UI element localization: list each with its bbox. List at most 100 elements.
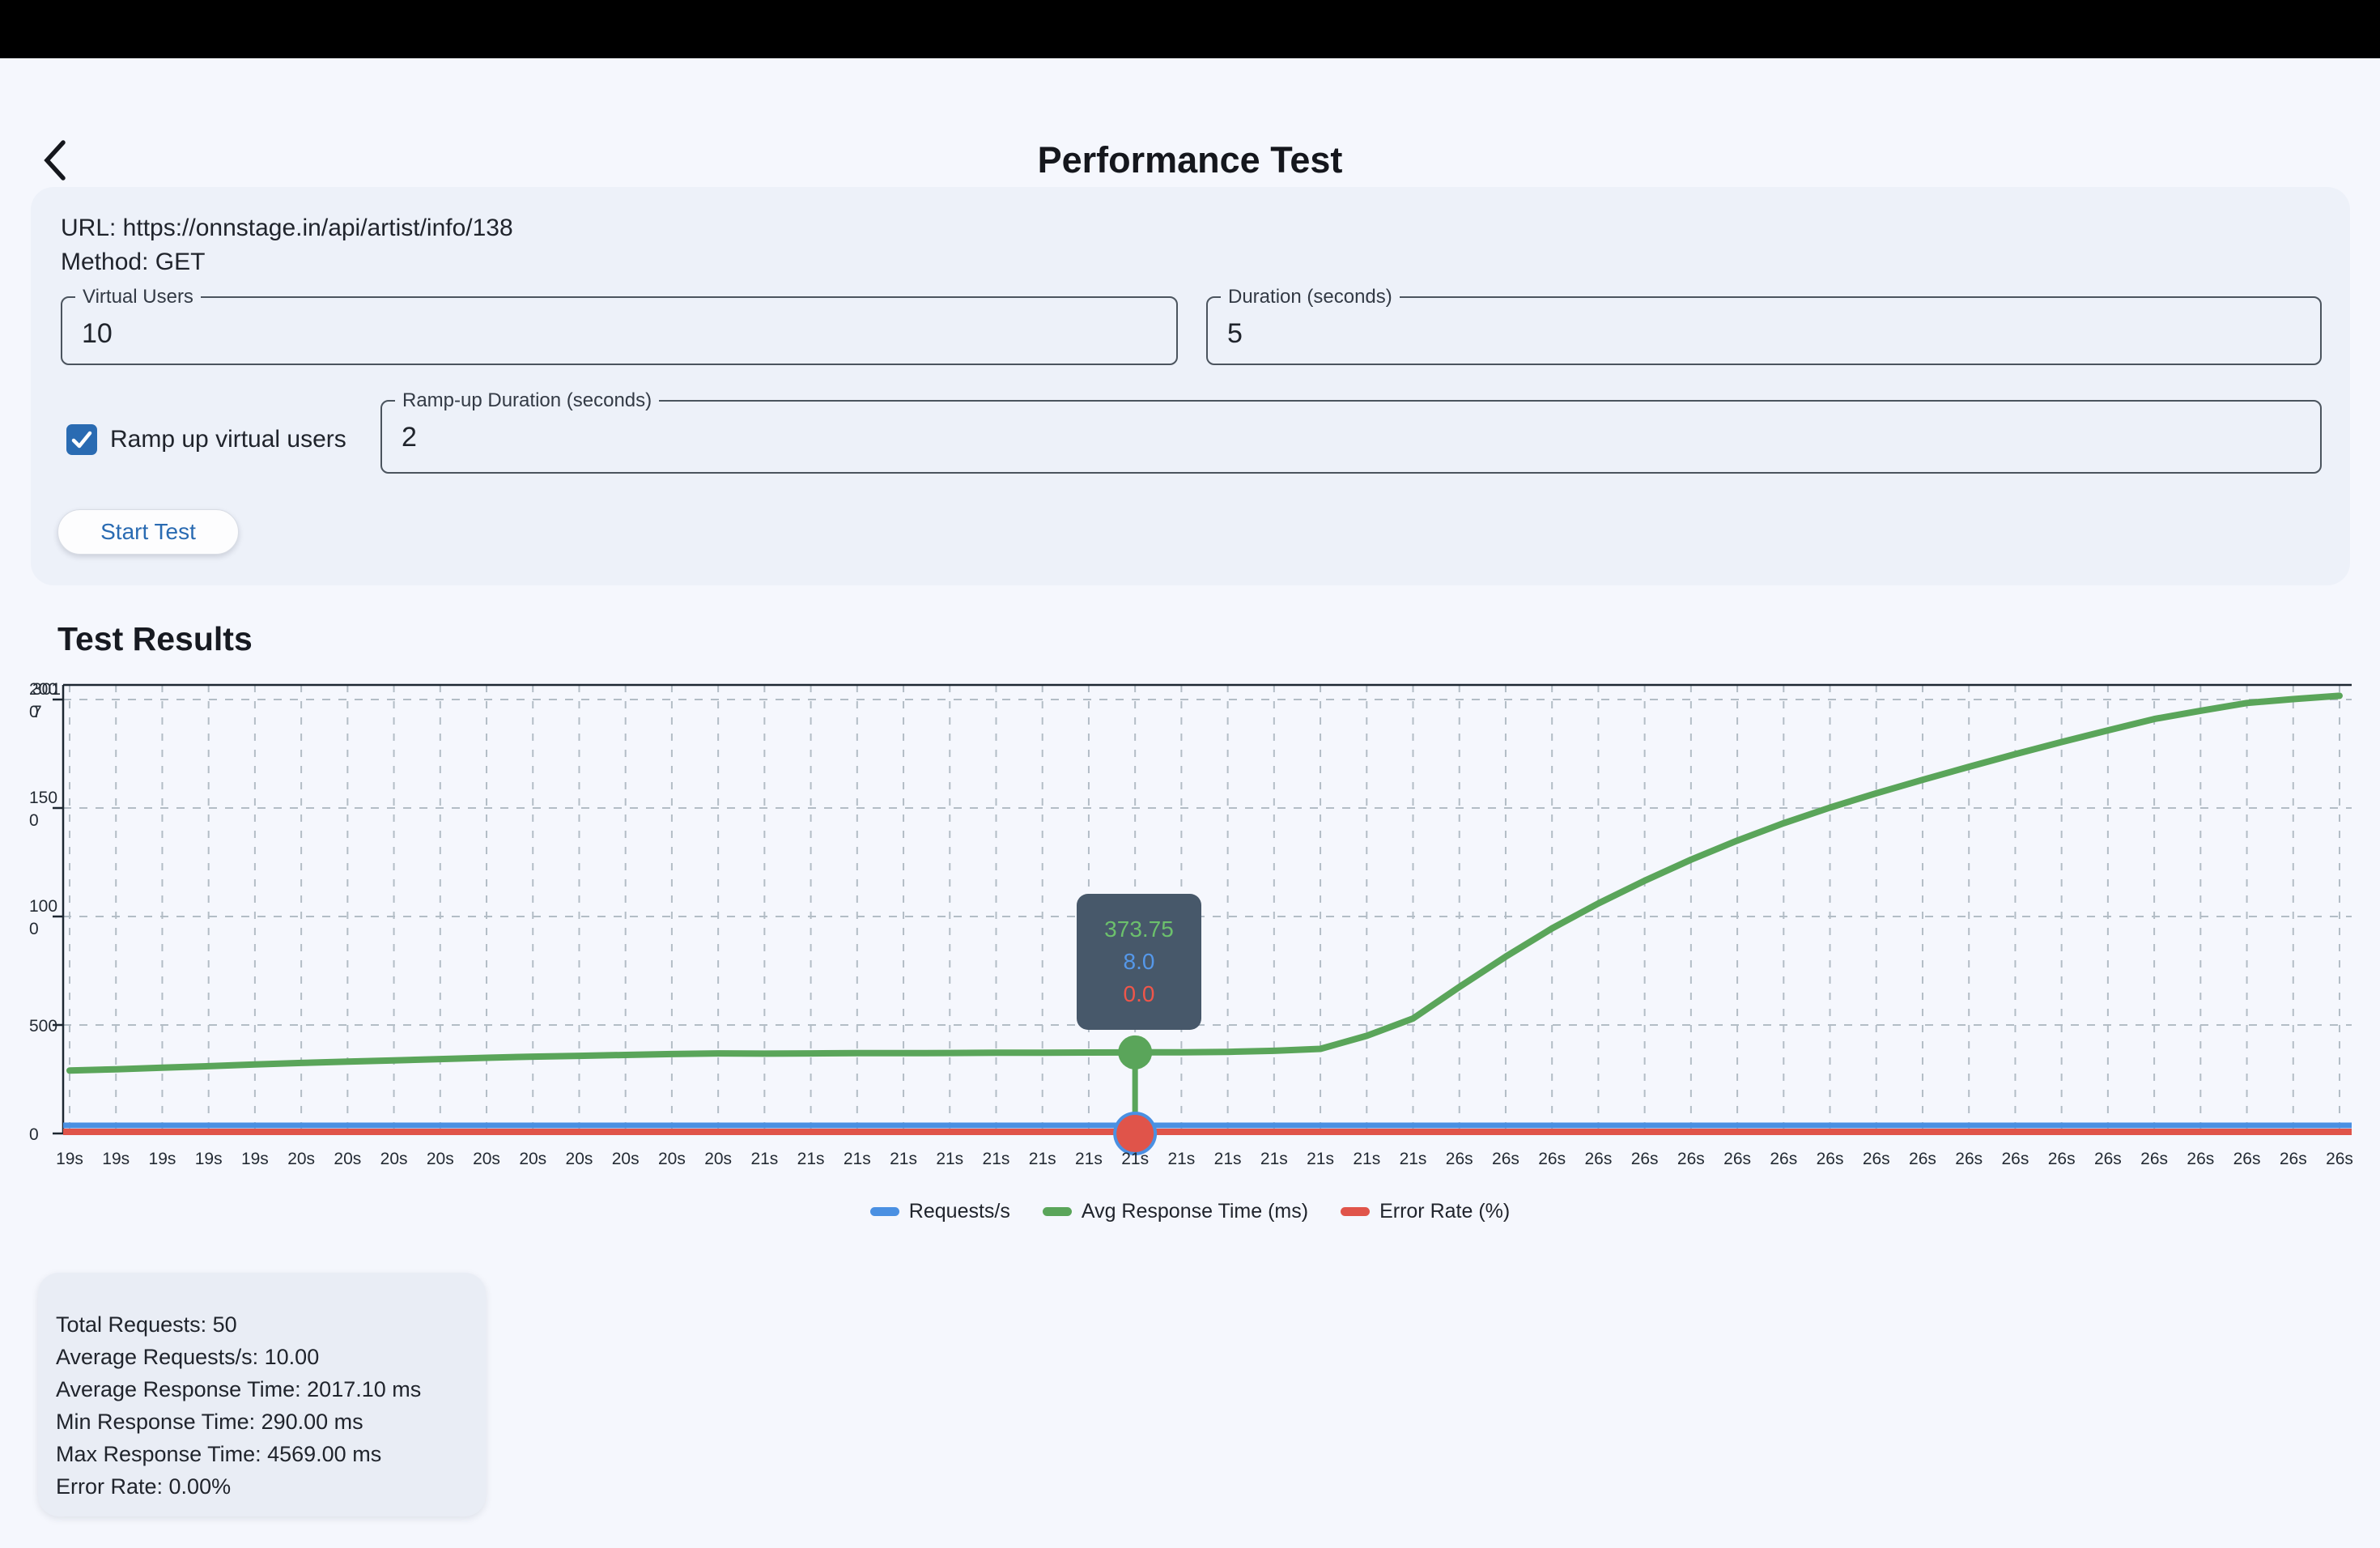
x-axis-label: 26s bbox=[2048, 1150, 2076, 1168]
x-axis-label: 20s bbox=[519, 1150, 546, 1168]
x-axis-label: 21s bbox=[936, 1150, 963, 1168]
x-axis-label: 20s bbox=[287, 1150, 315, 1168]
y-axis-label-overlap: 301 bbox=[32, 680, 61, 699]
legend-label: Requests/s bbox=[908, 1200, 1010, 1223]
duration-field[interactable]: Duration (seconds) 5 bbox=[1206, 286, 2322, 365]
ramp-duration-label: Ramp-up Duration (seconds) bbox=[402, 389, 652, 411]
legend-swatch bbox=[1341, 1207, 1371, 1216]
pointer-dot-error bbox=[1116, 1115, 1154, 1152]
test-results-heading: Test Results bbox=[57, 620, 253, 657]
x-axis-label: 20s bbox=[380, 1150, 408, 1168]
x-axis-label: 21s bbox=[1353, 1150, 1380, 1168]
ramp-duration-input[interactable]: 2 bbox=[402, 422, 417, 453]
x-axis-label: 21s bbox=[890, 1150, 917, 1168]
x-axis-label: 21s bbox=[844, 1150, 871, 1168]
x-axis-label: 26s bbox=[2233, 1150, 2261, 1168]
x-axis-label: 20s bbox=[704, 1150, 732, 1168]
y-axis-label: 100 bbox=[29, 897, 57, 916]
y-axis-label-overlap: 7 bbox=[32, 703, 42, 721]
x-axis-label: 21s bbox=[1307, 1150, 1334, 1168]
x-axis-label: 21s bbox=[1075, 1150, 1103, 1168]
x-axis-label: 26s bbox=[2094, 1150, 2122, 1168]
x-axis-label: 26s bbox=[2140, 1150, 2168, 1168]
status-bar bbox=[0, 0, 2380, 58]
back-button[interactable] bbox=[36, 136, 81, 185]
ramp-up-checkbox-row: Ramp up virtual users bbox=[66, 422, 346, 457]
x-axis-label: 26s bbox=[1817, 1150, 1844, 1168]
y-axis-label: 0 bbox=[29, 811, 39, 830]
x-axis-label: 26s bbox=[1909, 1150, 1936, 1168]
x-axis-label: 19s bbox=[241, 1150, 269, 1168]
x-axis-label: 26s bbox=[1446, 1150, 1473, 1168]
virtual-users-input[interactable]: 10 bbox=[82, 318, 113, 349]
x-axis-label: 20s bbox=[658, 1150, 686, 1168]
y-axis-label: 200 bbox=[29, 680, 57, 699]
chart-tooltip: 373.75 8.0 0.0 bbox=[1077, 894, 1201, 1030]
x-axis-label: 19s bbox=[149, 1150, 176, 1168]
summary-line: Error Rate: 0.00% bbox=[56, 1474, 232, 1499]
summary-line: Average Requests/s: 10.00 bbox=[56, 1345, 320, 1369]
legend-item: Avg Response Time (ms) bbox=[1042, 1200, 1309, 1223]
x-axis-label: 26s bbox=[1677, 1150, 1705, 1168]
x-axis-label: 26s bbox=[1723, 1150, 1751, 1168]
x-axis-label: 26s bbox=[1492, 1150, 1519, 1168]
x-axis-label: 20s bbox=[566, 1150, 593, 1168]
x-axis-label: 21s bbox=[983, 1150, 1010, 1168]
ramp-up-checkbox-label: Ramp up virtual users bbox=[110, 426, 346, 453]
test-config-card: URL: https://onnstage.in/api/artist/info… bbox=[31, 187, 2350, 585]
app-header: Performance Test bbox=[0, 58, 2380, 181]
x-axis-label: 21s bbox=[1214, 1150, 1242, 1168]
summary-line: Max Response Time: 4569.00 ms bbox=[56, 1442, 382, 1466]
y-axis-label: 150 bbox=[29, 789, 57, 807]
summary-line: Total Requests: 50 bbox=[56, 1312, 237, 1337]
x-axis-label: 26s bbox=[1631, 1150, 1659, 1168]
x-axis-label: 20s bbox=[334, 1150, 361, 1168]
virtual-users-label: Virtual Users bbox=[83, 286, 193, 308]
ramp-duration-field[interactable]: Ramp-up Duration (seconds) 2 bbox=[380, 389, 2322, 474]
x-axis-label: 20s bbox=[612, 1150, 640, 1168]
legend-swatch bbox=[869, 1207, 899, 1216]
legend-label: Error Rate (%) bbox=[1379, 1200, 1511, 1223]
pointer-dot-response bbox=[1118, 1035, 1153, 1070]
tooltip-error-value: 0.0 bbox=[1123, 981, 1155, 1006]
x-axis-label: 26s bbox=[2001, 1150, 2029, 1168]
ramp-up-checkbox[interactable] bbox=[66, 424, 97, 455]
tooltip-requests-value: 8.0 bbox=[1123, 949, 1155, 974]
x-axis-label: 21s bbox=[797, 1150, 825, 1168]
x-axis-label: 21s bbox=[1029, 1150, 1056, 1168]
checkmark-icon bbox=[71, 431, 92, 449]
page-title: Performance Test bbox=[1037, 139, 1343, 181]
chevron-left-icon bbox=[44, 140, 66, 181]
x-axis-label: 26s bbox=[1770, 1150, 1797, 1168]
x-axis-label: 26s bbox=[2280, 1150, 2307, 1168]
summary-line: Average Response Time: 2017.10 ms bbox=[56, 1377, 422, 1401]
x-axis-label: 26s bbox=[1955, 1150, 1983, 1168]
x-axis-label: 19s bbox=[102, 1150, 130, 1168]
url-text: URL: https://onnstage.in/api/artist/info… bbox=[61, 215, 513, 241]
x-axis-label: 26s bbox=[1538, 1150, 1566, 1168]
x-axis-label: 21s bbox=[1400, 1150, 1427, 1168]
legend-swatch bbox=[1042, 1207, 1072, 1216]
x-axis-label: 26s bbox=[1863, 1150, 1890, 1168]
x-axis-label: 21s bbox=[1260, 1150, 1288, 1168]
chart-legend: Requests/s Avg Response Time (ms) Error Ra… bbox=[0, 1200, 2380, 1223]
start-test-button[interactable]: Start Test bbox=[57, 509, 239, 555]
x-axis-label: 20s bbox=[473, 1150, 500, 1168]
legend-item: Requests/s bbox=[869, 1200, 1010, 1223]
x-axis-label: 21s bbox=[1167, 1150, 1195, 1168]
y-axis-label: 0 bbox=[29, 920, 39, 938]
x-axis-label: 21s bbox=[750, 1150, 778, 1168]
legend-label: Avg Response Time (ms) bbox=[1081, 1200, 1309, 1223]
x-axis-label: 19s bbox=[195, 1150, 223, 1168]
duration-input[interactable]: 5 bbox=[1227, 318, 1243, 349]
virtual-users-field[interactable]: Virtual Users 10 bbox=[61, 286, 1178, 365]
x-axis-label: 26s bbox=[2187, 1150, 2214, 1168]
y-axis-label: 500 bbox=[29, 1017, 57, 1036]
summary-card: Total Requests: 50 Average Requests/s: 10… bbox=[38, 1273, 486, 1516]
x-axis-label: 26s bbox=[1584, 1150, 1612, 1168]
duration-label: Duration (seconds) bbox=[1228, 286, 1392, 308]
tooltip-response-time-value: 373.75 bbox=[1104, 916, 1174, 942]
y-axis-label: 0 bbox=[29, 1125, 39, 1144]
summary-line: Min Response Time: 290.00 ms bbox=[56, 1410, 363, 1434]
